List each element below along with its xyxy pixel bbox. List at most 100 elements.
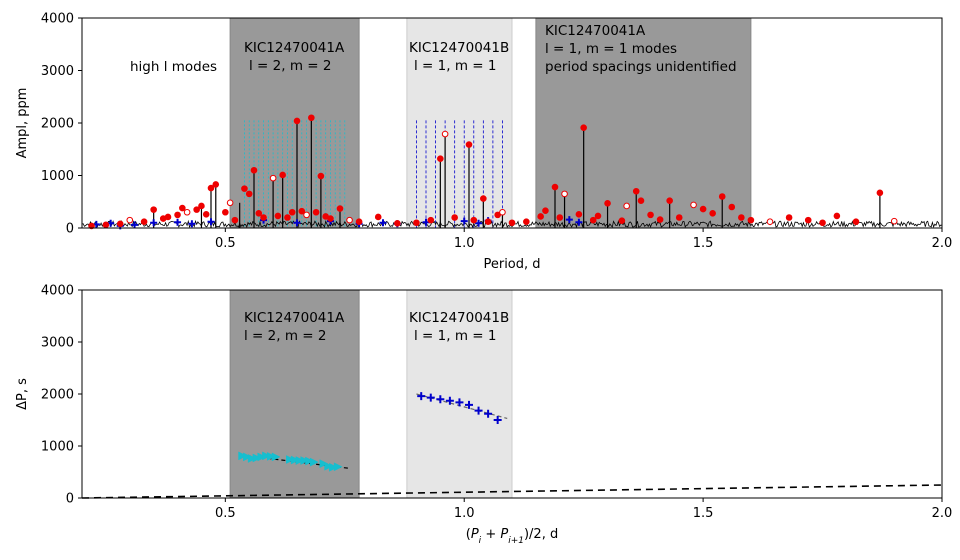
y-axis-label: ΔP, s [15, 378, 30, 410]
red-point [480, 195, 487, 202]
red-point [150, 206, 157, 213]
red-point [327, 215, 334, 222]
red-point [202, 211, 210, 218]
red-point [561, 190, 568, 198]
red-point [336, 205, 344, 212]
red-point [212, 181, 220, 188]
x-tick-label: 2.0 [932, 506, 953, 521]
red-point [542, 207, 549, 214]
triangle-point [266, 451, 276, 461]
red-point [575, 211, 583, 218]
red-point [279, 171, 286, 179]
red-point [288, 208, 296, 216]
y-tick-label: 2000 [41, 388, 74, 403]
red-point [604, 200, 611, 207]
red-point [174, 211, 181, 219]
red-point [876, 189, 884, 197]
x-tick-label: 1.5 [693, 506, 714, 521]
red-point [437, 155, 444, 162]
plus-point [465, 400, 473, 409]
x-axis-label: Period, d [483, 257, 540, 272]
x-tick-label: 0.5 [215, 506, 236, 521]
red-point [312, 208, 320, 216]
red-point [451, 214, 458, 221]
plus-point [455, 398, 464, 407]
x-tick-label: 1.0 [454, 236, 475, 251]
red-point [164, 213, 172, 221]
triangle-point [262, 451, 272, 461]
red-point [231, 216, 239, 224]
red-point [728, 203, 736, 211]
red-point [269, 174, 277, 182]
red-point [852, 218, 860, 225]
x-tick-label: 1.5 [693, 236, 714, 251]
plus-point [445, 396, 454, 405]
blue-point [565, 216, 573, 224]
red-point [102, 221, 110, 229]
y-tick-label: 3000 [41, 336, 74, 351]
red-point [308, 114, 315, 122]
blue-point [575, 218, 583, 226]
blue-point [188, 220, 196, 228]
blue-point [174, 218, 182, 226]
red-point [207, 184, 215, 192]
x-axis-label: (Pi + Pi+1)/2, d [466, 527, 558, 546]
red-point [508, 219, 516, 227]
red-point [819, 219, 826, 227]
red-point [623, 202, 630, 210]
red-point [690, 201, 697, 209]
top-panel: 0.5 1.0 1.5 2.0 0 1000 2000 3000 4000 Period, d Am… [15, 12, 952, 273]
red-point [666, 197, 673, 204]
blue-point [460, 217, 468, 225]
triangle-point [238, 451, 248, 461]
blue-point [475, 219, 483, 227]
red-point [427, 216, 435, 224]
spectrum-line [81, 219, 943, 229]
red-point [317, 172, 325, 180]
red-point [140, 218, 148, 225]
x-tick-label: 0.5 [215, 236, 236, 251]
y-tick-label: 0 [66, 222, 74, 237]
y-tick-label: 4000 [41, 12, 74, 27]
x-tick-label: 2.0 [932, 236, 953, 251]
shaded-region-2 [406, 17, 513, 229]
red-point [298, 207, 306, 215]
red-point [222, 208, 229, 216]
y-tick-label: 3000 [41, 64, 74, 79]
annotation-3: KIC12470041B l = 1, m = 1 [409, 40, 509, 74]
red-point [250, 166, 258, 174]
annotation-1: KIC12470041A l = 2, m = 2 [244, 310, 345, 344]
red-point [537, 213, 544, 220]
red-point [346, 216, 353, 224]
y-axis-label: Ampl, ppm [15, 88, 30, 159]
y-tick-label: 0 [66, 492, 74, 507]
red-point [890, 217, 898, 225]
plus-point [426, 393, 435, 402]
red-point [833, 212, 841, 220]
triangle-point [252, 453, 262, 463]
red-point [179, 204, 186, 212]
red-point [580, 124, 587, 132]
red-point [594, 212, 602, 220]
red-point [241, 185, 248, 192]
shaded-region-1 [229, 289, 360, 499]
triangle-point [309, 457, 319, 467]
red-point [747, 216, 755, 224]
red-point [394, 219, 401, 227]
shaded-region-2 [406, 289, 513, 499]
red-point [804, 216, 812, 224]
y-tick-label: 2000 [41, 117, 74, 132]
blue-point [150, 219, 158, 227]
blue-point [379, 219, 387, 227]
red-point [293, 117, 301, 125]
annotation-2: KIC12470041B l = 1, m = 1 [409, 310, 509, 344]
triangle-point [295, 456, 305, 465]
annotation-4: KIC12470041A l = 1, m = 1 modes period spa… [545, 23, 737, 75]
red-point [589, 216, 597, 224]
x-tick-label: 1.0 [454, 506, 475, 521]
red-point [88, 222, 95, 230]
red-point [183, 208, 191, 216]
plus-point [484, 409, 493, 418]
red-point [374, 213, 382, 221]
